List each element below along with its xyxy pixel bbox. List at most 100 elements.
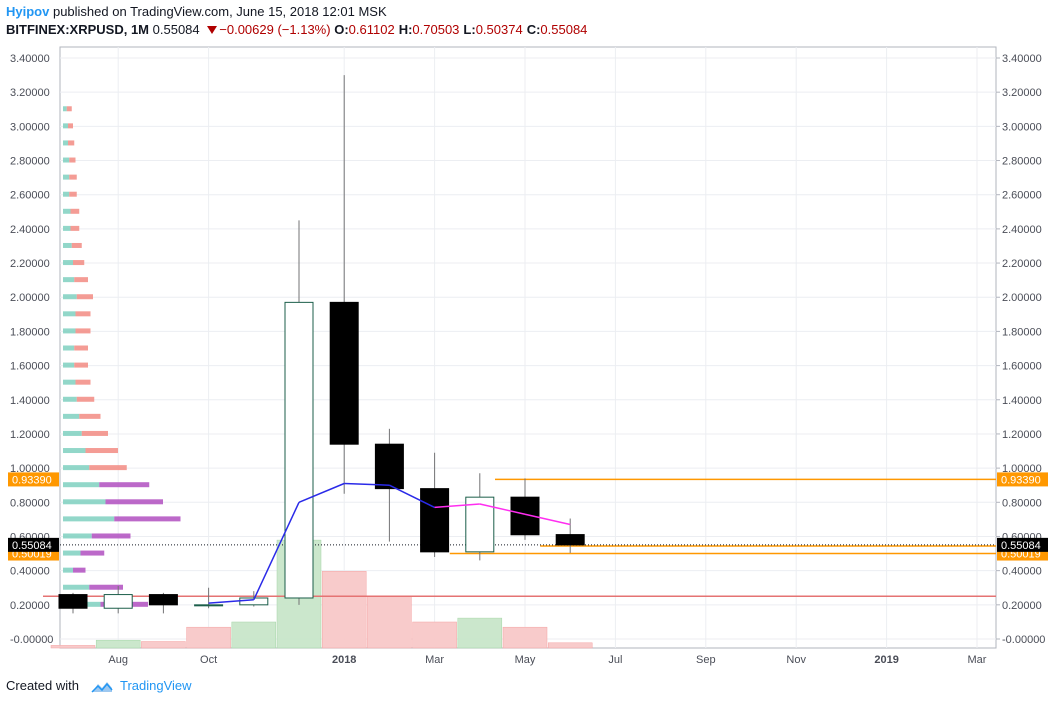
volume-profile-up <box>63 208 71 214</box>
volume-profile-up <box>63 345 75 351</box>
x-axis-tick-label: 2019 <box>874 654 898 666</box>
left-axis-tick-label: 1.40000 <box>10 395 50 407</box>
left-level-tag-bg <box>8 472 59 487</box>
right-axis-tick-label: 1.20000 <box>1002 429 1042 441</box>
volume-profile-down <box>70 208 80 214</box>
volume-profile-up <box>63 260 73 266</box>
volume-profile-down <box>81 430 108 436</box>
volume-profile-up <box>63 311 76 317</box>
volume-profile-up <box>63 140 68 146</box>
volume-profile-up <box>63 294 77 300</box>
x-axis-tick-label: May <box>515 654 536 666</box>
volume-profile-down <box>73 260 85 266</box>
volume-profile-down <box>80 550 105 556</box>
volume-profile-down <box>76 294 93 300</box>
volume-profile-down <box>70 225 80 231</box>
last-price: 0.55084 <box>152 22 200 37</box>
x-axis-tick-label: Oct <box>200 654 217 666</box>
volume-bar <box>321 571 367 649</box>
volume-profile-down <box>69 191 77 197</box>
moving-average-segment <box>253 501 300 601</box>
symbol-line: BITFINEX:XRPUSD, 1M 0.55084 −0.00629 (−1… <box>6 22 591 37</box>
volume-profile-down <box>68 140 75 146</box>
volume-bar <box>231 621 277 649</box>
volume-profile-up <box>63 396 77 402</box>
left-axis-tick-label: 0.80000 <box>10 497 50 509</box>
volume-profile-up <box>63 277 75 283</box>
candle-body <box>103 594 133 609</box>
left-axis-tick-label: 2.60000 <box>10 190 50 202</box>
tradingview-brand-link[interactable]: TradingView <box>120 678 192 693</box>
chart-header: Hyipov published on TradingView.com, Jun… <box>0 0 1057 44</box>
volume-profile-up <box>63 225 71 231</box>
volume-bar <box>502 626 548 649</box>
left-axis-tick-label: 1.00000 <box>10 463 50 475</box>
right-last-price-tag: 0.55084 <box>1001 540 1041 552</box>
right-axis-tick-label: 0.80000 <box>1002 497 1042 509</box>
moving-average-segment <box>434 503 480 509</box>
candle-body <box>374 443 404 490</box>
right-axis-tick-label: 3.40000 <box>1002 53 1042 65</box>
left-axis-tick-label: 1.80000 <box>10 326 50 338</box>
candle-body <box>194 604 224 607</box>
author-name[interactable]: Hyipov <box>6 4 50 19</box>
x-axis-tick-label: Nov <box>786 654 806 666</box>
left-axis-tick-label: 2.20000 <box>10 258 50 270</box>
footer: Created with TradingView <box>6 678 192 694</box>
right-last-price-tag-bg <box>997 537 1048 552</box>
plot-frame <box>59 46 997 649</box>
volume-profile-up <box>63 516 115 522</box>
candle-body <box>148 594 178 606</box>
volume-profile-up <box>63 362 75 368</box>
volume-profile-down <box>114 516 181 522</box>
moving-average-segment <box>524 513 571 526</box>
left-axis-tick-label: -0.00000 <box>10 634 53 646</box>
left-axis-tick-label: 0.40000 <box>10 566 50 578</box>
volume-profile-down <box>89 584 123 590</box>
volume-profile-up <box>63 174 70 180</box>
created-with-label: Created with <box>6 678 79 693</box>
volume-profile-down <box>75 311 91 317</box>
left-axis-tick-label: 1.20000 <box>10 429 50 441</box>
high-label: H: <box>398 22 413 37</box>
volume-profile-up <box>63 533 92 539</box>
right-level-tag: 0.93390 <box>1001 474 1041 486</box>
left-last-price-tag: 0.55084 <box>12 540 52 552</box>
candle-body <box>329 301 359 445</box>
volume-bar <box>457 617 503 649</box>
price-chart[interactable]: -0.00000 -0.00000 0.20000 0.20000 0.40000 0.4… <box>0 44 1057 674</box>
volume-profile-down <box>76 396 95 402</box>
volume-profile-up <box>63 550 81 556</box>
right-axis-tick-label: 0.40000 <box>1002 566 1042 578</box>
low-value: 0.50374 <box>475 22 523 37</box>
left-axis-tick-label: 1.60000 <box>10 361 50 373</box>
close-value: 0.55084 <box>540 22 588 37</box>
volume-profile-up <box>63 567 73 573</box>
left-last-price-tag-bg <box>8 537 59 552</box>
left-axis-tick-label: 3.00000 <box>10 121 50 133</box>
volume-profile-up <box>63 465 90 471</box>
volume-profile-up <box>63 106 67 112</box>
volume-profile-up <box>63 191 70 197</box>
x-axis-tick-label: Aug <box>108 654 128 666</box>
volume-profile-down <box>69 174 77 180</box>
right-axis-tick-label: 3.00000 <box>1002 121 1042 133</box>
volume-profile-down <box>105 499 163 505</box>
volume-bar <box>412 621 457 649</box>
right-axis-tick-label: 1.40000 <box>1002 395 1042 407</box>
right-level-tag-bg <box>997 472 1048 487</box>
volume-bar <box>547 642 593 649</box>
right-axis-tick-label: 2.20000 <box>1002 258 1042 270</box>
volume-bar <box>50 645 96 649</box>
moving-average-segment <box>208 598 254 604</box>
x-axis-tick-label: Sep <box>696 654 716 666</box>
volume-profile-down <box>74 362 88 368</box>
right-axis-tick-label: 1.80000 <box>1002 326 1042 338</box>
right-axis-tick-label: 2.80000 <box>1002 156 1042 168</box>
volume-bar <box>141 641 186 649</box>
down-arrow-icon <box>207 26 218 34</box>
x-axis-tick-label: Mar <box>968 654 987 666</box>
volume-profile-up <box>63 584 90 590</box>
symbol-name[interactable]: BITFINEX:XRPUSD, 1M <box>6 22 150 37</box>
volume-profile-up <box>63 242 72 248</box>
